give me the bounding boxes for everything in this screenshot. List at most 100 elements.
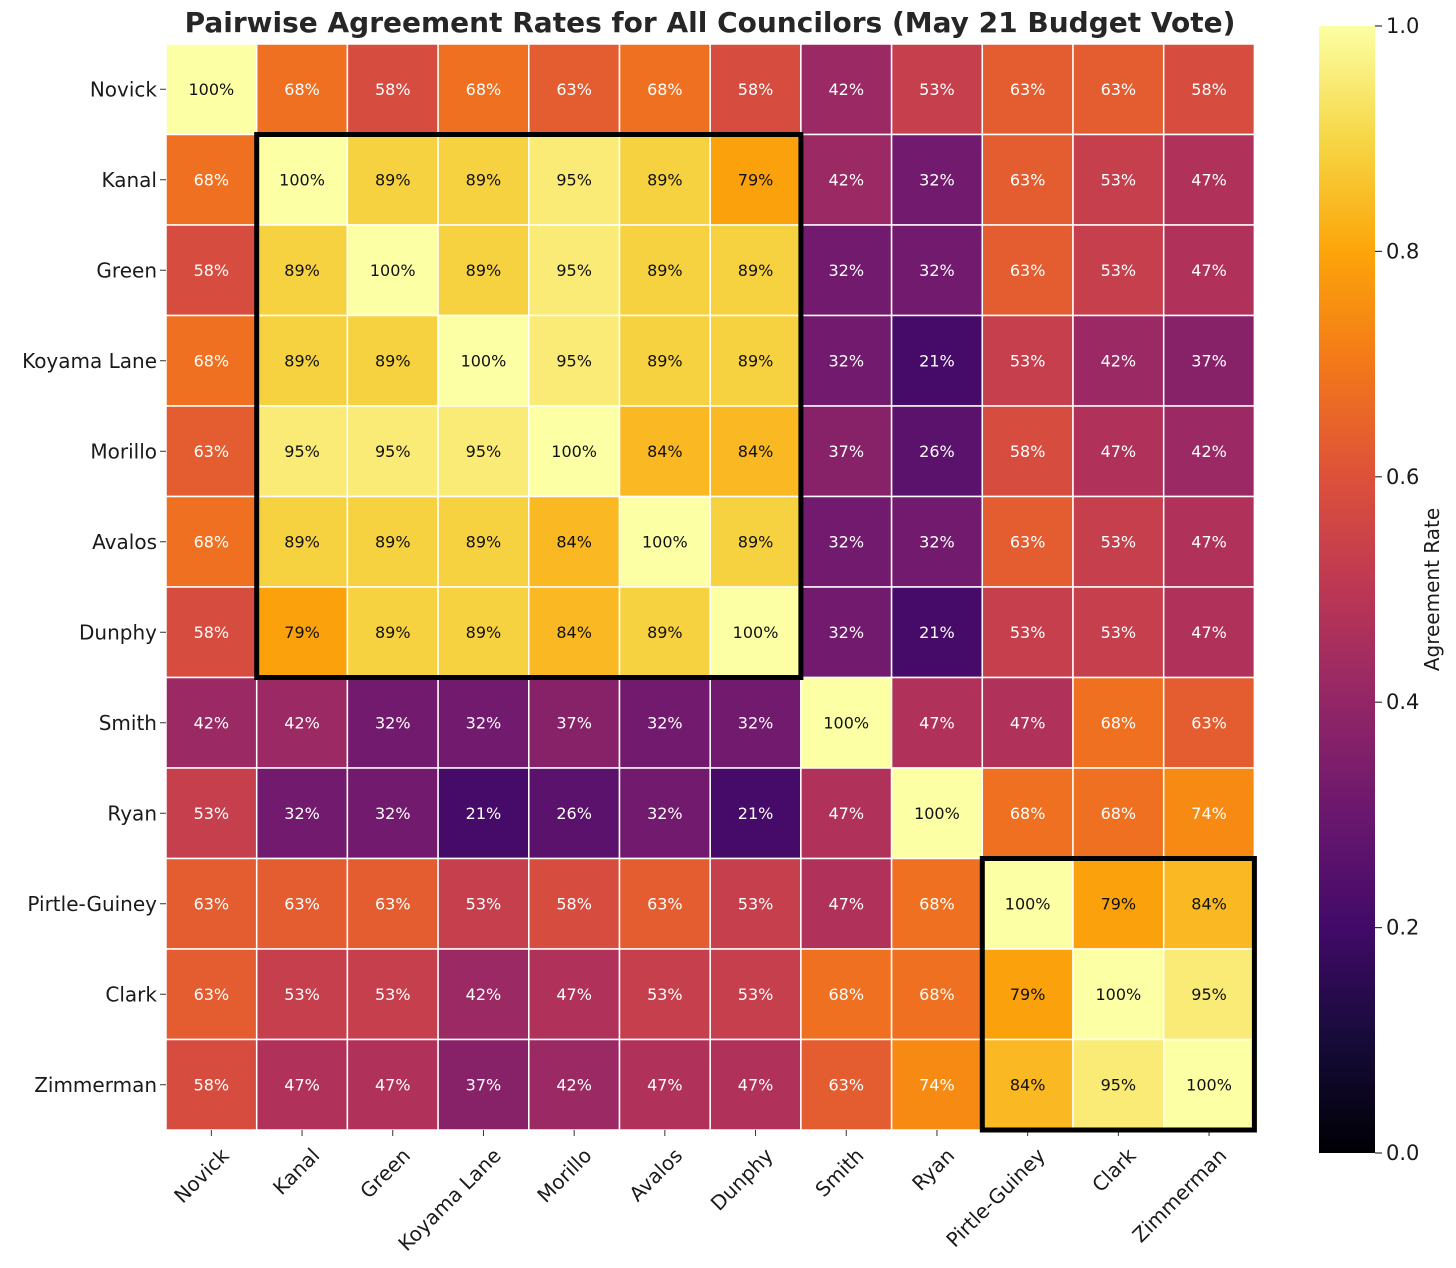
cell-value-label: 58% — [1010, 442, 1046, 461]
heatmap-cell — [528, 586, 621, 679]
cell-value-label: 63% — [1010, 170, 1046, 189]
cell-value-label: 68% — [284, 80, 320, 99]
cell-value-label: 89% — [647, 623, 683, 642]
cell-value-label: 95% — [1191, 985, 1227, 1004]
cell-value-label: 58% — [194, 261, 230, 280]
cell-value-label: 89% — [647, 170, 683, 189]
heatmap-cell — [709, 948, 802, 1041]
cell-value-label: 63% — [194, 985, 230, 1004]
heatmap-cell — [255, 767, 349, 860]
heatmap-cell — [165, 948, 258, 1041]
heatmap-cell — [346, 948, 439, 1041]
heatmap-cell — [1162, 405, 1256, 498]
heatmap-cell — [346, 405, 439, 498]
highlight-blocks — [254, 132, 1257, 1133]
cell-value-label: 100% — [461, 351, 507, 370]
heatmap-cell — [981, 586, 1074, 679]
cell-value-label: 89% — [647, 351, 683, 370]
cell-value-label: 42% — [828, 80, 864, 99]
row-label: Green — [96, 258, 157, 282]
heatmap-cell — [437, 495, 530, 588]
cell-value-label: 47% — [1191, 532, 1227, 551]
column-label: Smith — [810, 1143, 868, 1201]
heatmap-cells — [165, 43, 1256, 1131]
heatmap-cell-labels: 100% 68% 58% 68% 63% 68% 58% 42% 53% 63% 63% 58% 68%… — [188, 80, 1231, 1095]
heatmap-cell — [255, 1038, 349, 1131]
colorbar-tick-label: 1.0 — [1386, 14, 1419, 38]
column-label: Clark — [1087, 1143, 1141, 1197]
heatmap-cell — [709, 314, 802, 407]
cell-value-label: 26% — [556, 804, 592, 823]
chart-title: Pairwise Agreement Rates for All Council… — [184, 6, 1236, 39]
heatmap-cell — [1072, 133, 1165, 226]
heatmap-cell — [1162, 1038, 1256, 1131]
cell-value-label: 32% — [828, 261, 864, 280]
column-label: Dunphy — [706, 1143, 778, 1215]
cell-value-label: 68% — [919, 894, 955, 913]
heatmap-cell — [437, 405, 530, 498]
cell-value-label: 84% — [1010, 1075, 1046, 1094]
cell-value-label: 68% — [1101, 804, 1137, 823]
cell-value-label: 84% — [1191, 894, 1227, 913]
cell-value-label: 37% — [556, 713, 592, 732]
cell-value-label: 42% — [466, 985, 502, 1004]
cell-value-label: 32% — [828, 351, 864, 370]
cell-value-label: 53% — [738, 985, 774, 1004]
cell-value-label: 100% — [1095, 985, 1141, 1004]
cell-value-label: 89% — [647, 261, 683, 280]
heatmap-cell — [800, 314, 893, 407]
heatmap-cell — [618, 676, 711, 769]
heatmap-cell — [1162, 314, 1256, 407]
heatmap-cell — [618, 133, 711, 226]
heatmap-cell — [255, 676, 349, 769]
heatmap-cell — [437, 857, 530, 950]
column-label: Kanal — [268, 1143, 324, 1199]
cell-value-label: 58% — [556, 894, 592, 913]
cell-value-label: 58% — [1191, 80, 1227, 99]
cell-value-label: 42% — [1191, 442, 1227, 461]
cell-value-label: 63% — [194, 894, 230, 913]
heatmap-cell — [1162, 133, 1256, 226]
cell-value-label: 32% — [828, 623, 864, 642]
colorbar-tick-label: 0.8 — [1386, 239, 1419, 263]
cell-value-label: 89% — [466, 623, 502, 642]
column-label: Zimmerman — [1128, 1143, 1232, 1247]
heatmap-cell — [618, 405, 711, 498]
cell-value-label: 68% — [466, 80, 502, 99]
cell-value-label: 47% — [1191, 261, 1227, 280]
cell-value-label: 47% — [647, 1075, 683, 1094]
cell-value-label: 79% — [284, 623, 320, 642]
heatmap-cell — [800, 405, 893, 498]
cell-value-label: 32% — [919, 170, 955, 189]
row-label: Koyama Lane — [22, 349, 157, 373]
highlight-block — [979, 856, 1257, 1133]
heatmap-cell — [346, 314, 439, 407]
heatmap-cell — [255, 405, 349, 498]
heatmap-cell — [1072, 857, 1165, 950]
heatmap-cell — [981, 43, 1074, 136]
cell-value-label: 89% — [466, 532, 502, 551]
row-label: Pirtle-Guiney — [27, 892, 157, 916]
cell-value-label: 100% — [1005, 894, 1051, 913]
cell-value-label: 21% — [919, 623, 955, 642]
cell-value-label: 32% — [647, 804, 683, 823]
cell-value-label: 89% — [466, 170, 502, 189]
heatmap-cell — [1162, 948, 1256, 1041]
cell-value-label: 32% — [828, 532, 864, 551]
cell-value-label: 47% — [556, 985, 592, 1004]
column-label: Novick — [169, 1143, 234, 1208]
cell-value-label: 58% — [738, 80, 774, 99]
cell-value-label: 79% — [1010, 985, 1046, 1004]
heatmap-cell — [709, 586, 802, 679]
cell-value-label: 89% — [284, 261, 320, 280]
cell-value-label: 74% — [1191, 804, 1227, 823]
column-label: Avalos — [624, 1143, 687, 1206]
cell-value-label: 21% — [466, 804, 502, 823]
heatmap-cell — [437, 767, 530, 860]
heatmap-cell — [890, 43, 984, 136]
cell-value-label: 95% — [375, 442, 411, 461]
cell-value-label: 95% — [1101, 1075, 1137, 1094]
heatmap-cell — [165, 1038, 258, 1131]
cell-value-label: 95% — [556, 170, 592, 189]
